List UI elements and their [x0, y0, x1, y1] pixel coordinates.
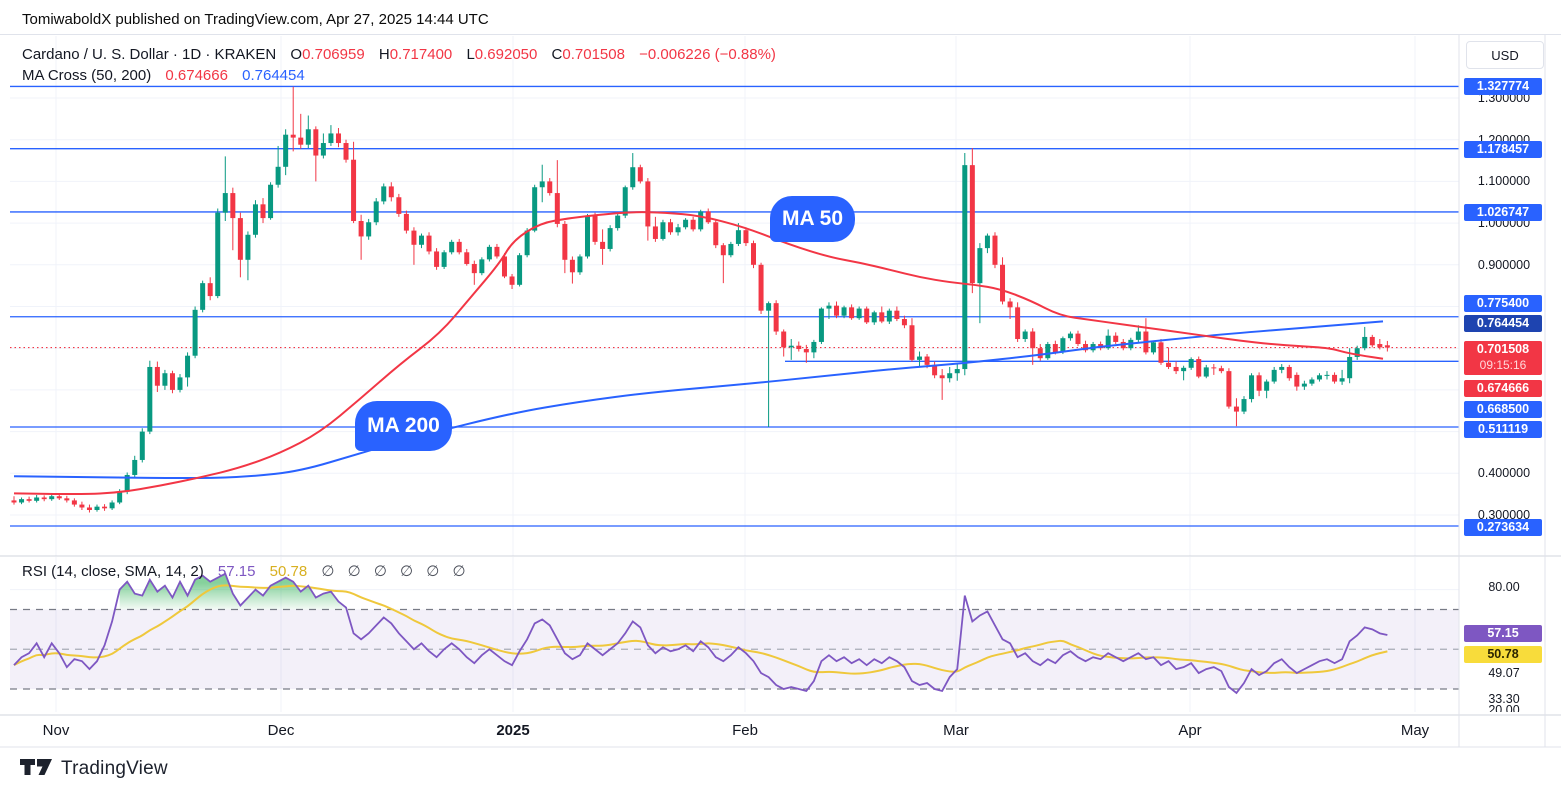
symbol-title-row[interactable]: Cardano / U. S. Dollar · 1D · KRAKEN O0.…: [22, 46, 776, 63]
tradingview-logo-text: TradingView: [61, 758, 168, 779]
ma50-value: 0.674666: [165, 67, 228, 84]
price-scale-badge: 0.775400: [1464, 294, 1542, 312]
rsi-ma-value: 50.78: [269, 563, 308, 580]
currency-toggle-button[interactable]: USD: [1466, 41, 1544, 69]
ma-cross-label: MA Cross (50, 200): [22, 67, 152, 84]
ohlc-high-value: 0.717400: [389, 46, 453, 63]
price-scale-badge: 0.674666: [1464, 379, 1542, 397]
symbol-title: Cardano / U. S. Dollar · 1D · KRAKEN: [22, 46, 277, 63]
price-scale-badge: 0.764454: [1464, 314, 1542, 332]
tradingview-watermark[interactable]: TradingView: [20, 758, 168, 780]
header-divider: [0, 34, 1561, 35]
time-axis-label: Feb: [732, 722, 758, 739]
price-scale-label: 1.300000: [1477, 91, 1531, 105]
price-scale-badge: 0.511119: [1464, 420, 1542, 438]
ma200-callout-pill[interactable]: MA 200: [355, 401, 452, 451]
time-axis-label: Mar: [943, 722, 969, 739]
price-scale-label: 0.900000: [1477, 258, 1531, 272]
rsi-scale-label: 80.00: [1488, 580, 1520, 594]
rsi-value: 57.15: [217, 563, 256, 580]
published-byline: TomiwaboldX published on TradingView.com…: [22, 11, 489, 28]
time-axis-label: 2025: [496, 722, 530, 739]
ma200-value: 0.764454: [242, 67, 305, 84]
price-scale-label: 0.400000: [1477, 466, 1531, 480]
rsi-scale-badge: 50.78: [1464, 645, 1542, 663]
countdown-timer: 09:15:16: [1479, 358, 1527, 372]
tradingview-logo-icon: [20, 759, 52, 775]
price-scale-label: 1.100000: [1477, 174, 1531, 188]
ohlc-low-value: 0.692050: [474, 46, 538, 63]
rsi-scale-badge: 57.15: [1464, 624, 1542, 642]
time-axis-label: Dec: [267, 722, 295, 739]
rsi-scale-label: 33.30: [1488, 692, 1520, 706]
price-scale-badge: 1.327774: [1464, 77, 1542, 95]
time-axis-label: Nov: [42, 722, 70, 739]
rsi-scale-label: 20.00: [1488, 703, 1520, 712]
rsi-legend[interactable]: RSI (14, close, SMA, 14, 2) 57.15 50.78 …: [22, 562, 466, 580]
time-axis-label: Apr: [1178, 722, 1202, 739]
ohlc-close-value: 0.701508: [562, 46, 625, 63]
ma-cross-legend[interactable]: MA Cross (50, 200) 0.674666 0.764454: [22, 67, 305, 84]
price-scale-badge: 0.668500: [1464, 400, 1542, 418]
rsi-empty-values: ∅ ∅ ∅ ∅ ∅ ∅: [321, 563, 466, 580]
ma50-callout-pill[interactable]: MA 50: [770, 196, 855, 242]
price-scale-badge: 1.178457: [1464, 140, 1542, 158]
ohlc-open-value: 0.706959: [302, 46, 365, 63]
ohlc-open-label: O: [290, 46, 303, 63]
rsi-scale-label: 49.07: [1488, 666, 1520, 680]
change-value: −0.006226 (−0.88%): [639, 46, 776, 63]
price-scale-badge: 0.701508 09:15:16: [1464, 341, 1542, 375]
ohlc-low-label: L: [466, 46, 475, 63]
time-axis-label: May: [1400, 722, 1430, 739]
rsi-label: RSI (14, close, SMA, 14, 2): [22, 563, 204, 580]
price-scale-badge: 1.026747: [1464, 203, 1542, 221]
ohlc-close-label: C: [551, 46, 563, 63]
ohlc-high-label: H: [378, 46, 390, 63]
price-scale-badge: 0.273634: [1464, 518, 1542, 536]
